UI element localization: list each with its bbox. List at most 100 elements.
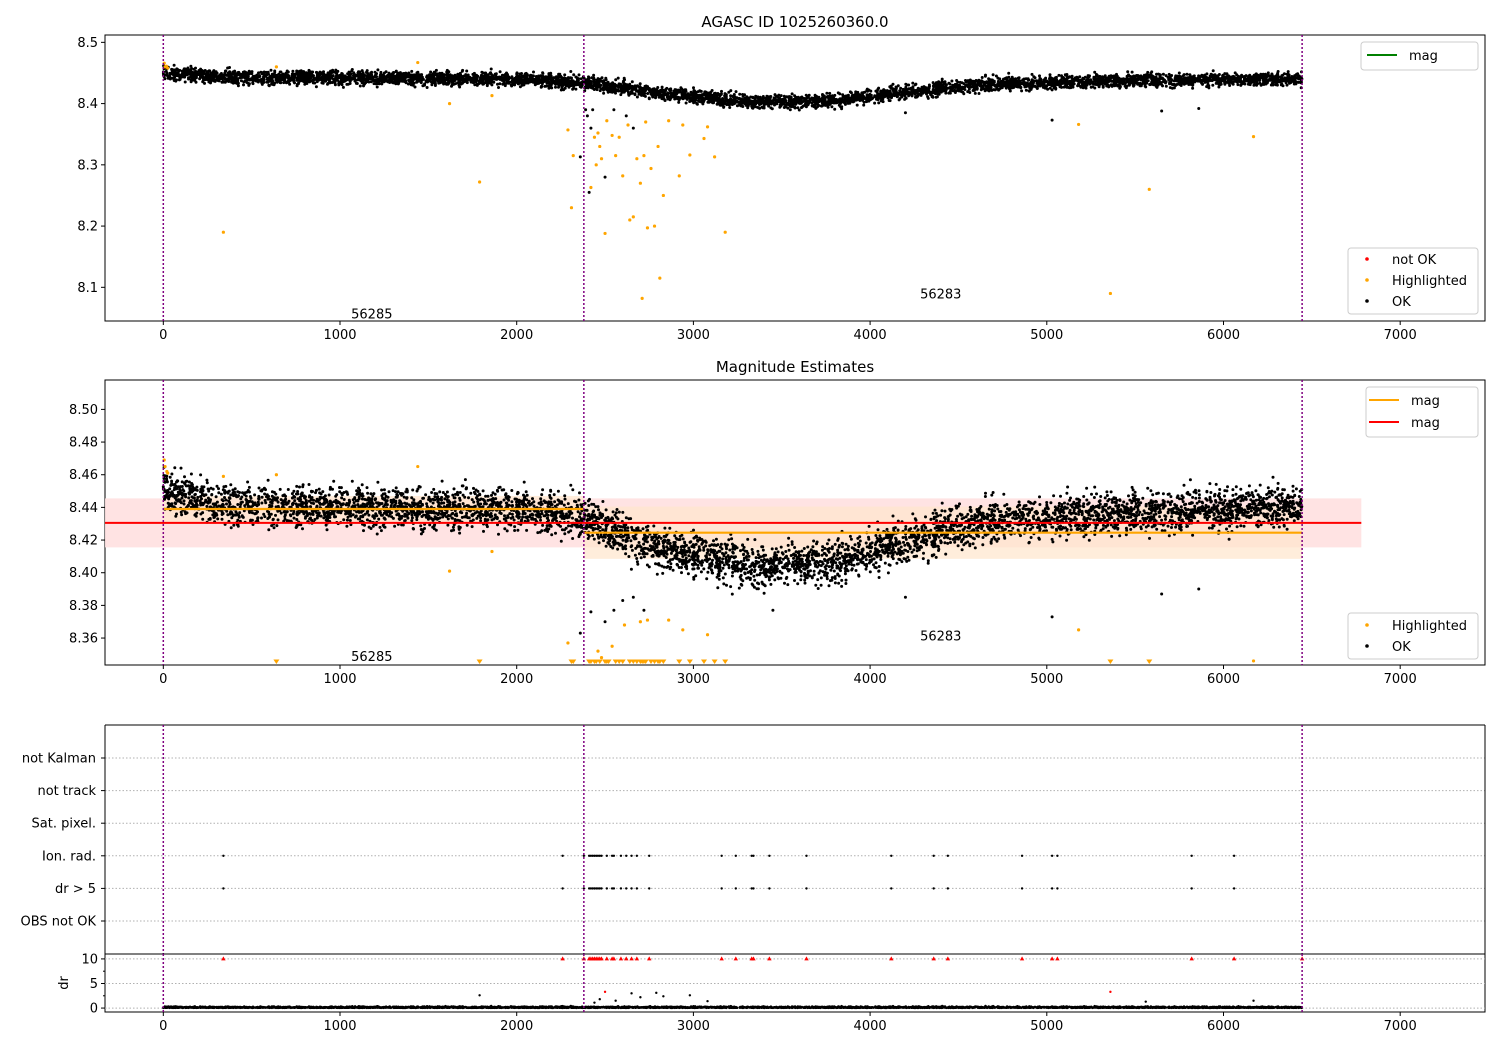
flag-event-point xyxy=(932,887,935,890)
highlighted-point xyxy=(635,157,639,161)
highlighted-point xyxy=(681,628,685,632)
x-tick-label: 0 xyxy=(159,328,167,343)
highlighted-point xyxy=(638,620,642,624)
ok-outlier-point xyxy=(1197,106,1201,110)
legend-line-label: mag xyxy=(1409,49,1438,64)
x-tick-label: 5000 xyxy=(1030,672,1063,687)
dr-clipped-marker xyxy=(733,956,739,961)
highlighted-point xyxy=(681,123,685,127)
highlighted-point xyxy=(596,649,600,653)
highlighted-point xyxy=(621,174,625,178)
panel1-title: AGASC ID 1025260360.0 xyxy=(701,13,888,31)
obsid-annotation: 56283 xyxy=(920,630,961,645)
highlighted-point xyxy=(221,230,225,234)
flag-event-point xyxy=(1050,854,1054,857)
highlighted-point xyxy=(677,174,681,178)
highlighted-point xyxy=(628,218,632,222)
y-tick-label: 8.46 xyxy=(69,468,98,483)
x-tick-label: 6000 xyxy=(1207,328,1240,343)
flag-event-point xyxy=(932,854,935,857)
legend-marker xyxy=(1365,644,1369,648)
dr-notable-point xyxy=(598,998,601,1001)
flag-event-point xyxy=(605,887,609,890)
y-tick-label: 8.2 xyxy=(77,220,98,235)
flag-event-point xyxy=(1232,887,1236,890)
highlighted-point xyxy=(614,154,618,158)
dr-notable-point xyxy=(603,990,607,994)
flags-panel: OBS not OK dr > 5 Ion. rad. Sat. pixel. not … xyxy=(21,724,1486,954)
ok-outlier-point xyxy=(631,595,635,599)
below-range-marker xyxy=(1107,659,1114,664)
legend-box xyxy=(1360,41,1479,71)
flag-event-point xyxy=(805,854,808,857)
below-range-marker xyxy=(660,659,667,664)
dr-clipped-marker xyxy=(767,956,772,961)
x-tick-label: 5000 xyxy=(1030,1019,1063,1034)
legend-point-label: OK xyxy=(1392,640,1411,655)
dr-notable-point xyxy=(655,991,658,995)
highlighted-point xyxy=(569,206,574,210)
x-tick-label: 2000 xyxy=(500,672,533,687)
legend-marker xyxy=(1365,278,1369,282)
flag-event-point xyxy=(946,854,950,857)
highlighted-point xyxy=(1251,135,1256,139)
flag-event-point xyxy=(596,854,600,857)
below-range-marker xyxy=(722,659,729,664)
highlighted-point xyxy=(566,128,570,132)
highlighted-point xyxy=(571,154,575,158)
flag-event-point xyxy=(589,854,593,857)
x-tick-label: 7000 xyxy=(1384,672,1417,687)
legend-marker xyxy=(1365,623,1369,627)
y-tick-label: 8.42 xyxy=(69,534,98,549)
flag-event-point xyxy=(1190,887,1193,890)
x-tick-label: 4000 xyxy=(854,672,887,687)
ok-outlier-point xyxy=(631,126,635,130)
below-range-marker xyxy=(596,659,603,664)
flag-event-point xyxy=(561,887,564,890)
highlighted-point xyxy=(652,224,657,228)
ok-outlier-point xyxy=(612,108,616,112)
highlighted-point xyxy=(622,623,627,627)
flag-event-point xyxy=(625,887,628,890)
magnitude-estimates-panel: 0 1000 2000 3000 4000 5000 6000 7000 8.36 8.38 8.4… xyxy=(69,379,1486,687)
flag-event-point xyxy=(630,887,633,890)
flag-event-point xyxy=(946,887,950,890)
dr-clipped-marker xyxy=(647,956,652,961)
flag-event-point xyxy=(595,854,598,857)
x-tick-label: 4000 xyxy=(854,1019,887,1034)
ok-outlier-point xyxy=(771,608,775,612)
flag-event-point xyxy=(605,854,609,857)
x-tick-label: 3000 xyxy=(677,328,710,343)
flag-event-point xyxy=(598,887,601,890)
dr-clipped-marker xyxy=(560,956,565,961)
flag-event-point xyxy=(222,887,225,890)
y-tick-label: 8.38 xyxy=(69,599,98,614)
flag-category-label: not track xyxy=(37,784,96,799)
x-tick-label: 5000 xyxy=(1030,328,1063,343)
dr-notable-point xyxy=(706,999,709,1003)
axes-frame xyxy=(104,34,1486,322)
highlighted-point xyxy=(221,474,225,478)
panel2-title: Magnitude Estimates xyxy=(716,358,874,376)
highlighted-point xyxy=(490,549,494,554)
x-tick-label: 0 xyxy=(159,672,167,687)
flag-category-label: Sat. pixel. xyxy=(32,817,96,832)
flag-event-point xyxy=(648,887,651,890)
ok-outlier-point xyxy=(1160,109,1164,113)
flag-event-point xyxy=(734,887,738,890)
flag-event-point xyxy=(768,887,771,890)
flag-event-point xyxy=(593,854,596,857)
dr-notable-point xyxy=(1109,990,1112,994)
legend-point-label: Highlighted xyxy=(1392,619,1467,634)
dr-clipped-marker xyxy=(1019,956,1025,961)
ok-outlier-point xyxy=(585,114,589,118)
highlighted-point xyxy=(705,125,710,129)
highlighted-point xyxy=(1076,628,1081,632)
flag-event-point xyxy=(1050,887,1054,890)
dr-clipped-marker xyxy=(611,956,617,961)
dr-points xyxy=(162,1004,1303,1010)
highlighted-point xyxy=(594,163,598,167)
ok-outlier-point xyxy=(1197,587,1201,591)
x-tick-label: 1000 xyxy=(323,328,356,343)
highlighted-point xyxy=(598,144,602,149)
